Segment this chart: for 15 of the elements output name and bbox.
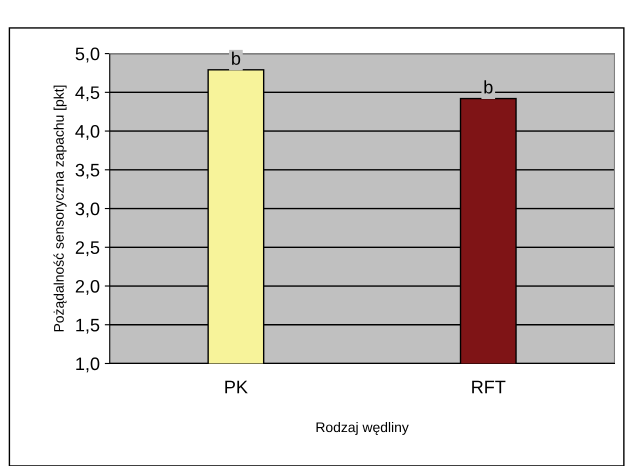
x-tick-label: PK	[225, 380, 248, 394]
y-tick-label: 2,0	[76, 280, 100, 295]
y-tick-label: 1,0	[76, 357, 100, 372]
y-tick-label: 4,5	[75, 86, 100, 102]
y-tick-label: 1,5	[76, 318, 100, 334]
y-axis-title: Pożądalność sensoryczna zapachu [pkt]	[53, 86, 67, 332]
x-axis-title: Rodzaj wędliny	[316, 422, 409, 435]
annotation: b	[232, 52, 240, 65]
y-tick-label: 3,5	[76, 164, 100, 179]
y-tick-label: 5,0	[76, 48, 100, 62]
y-tick-label: 3,0	[76, 202, 100, 218]
y-tick-label: 4,0	[75, 124, 100, 140]
annotation: b	[484, 80, 493, 94]
x-tick-label: RFT	[472, 380, 506, 394]
y-tick-label: 2,5	[76, 241, 100, 256]
